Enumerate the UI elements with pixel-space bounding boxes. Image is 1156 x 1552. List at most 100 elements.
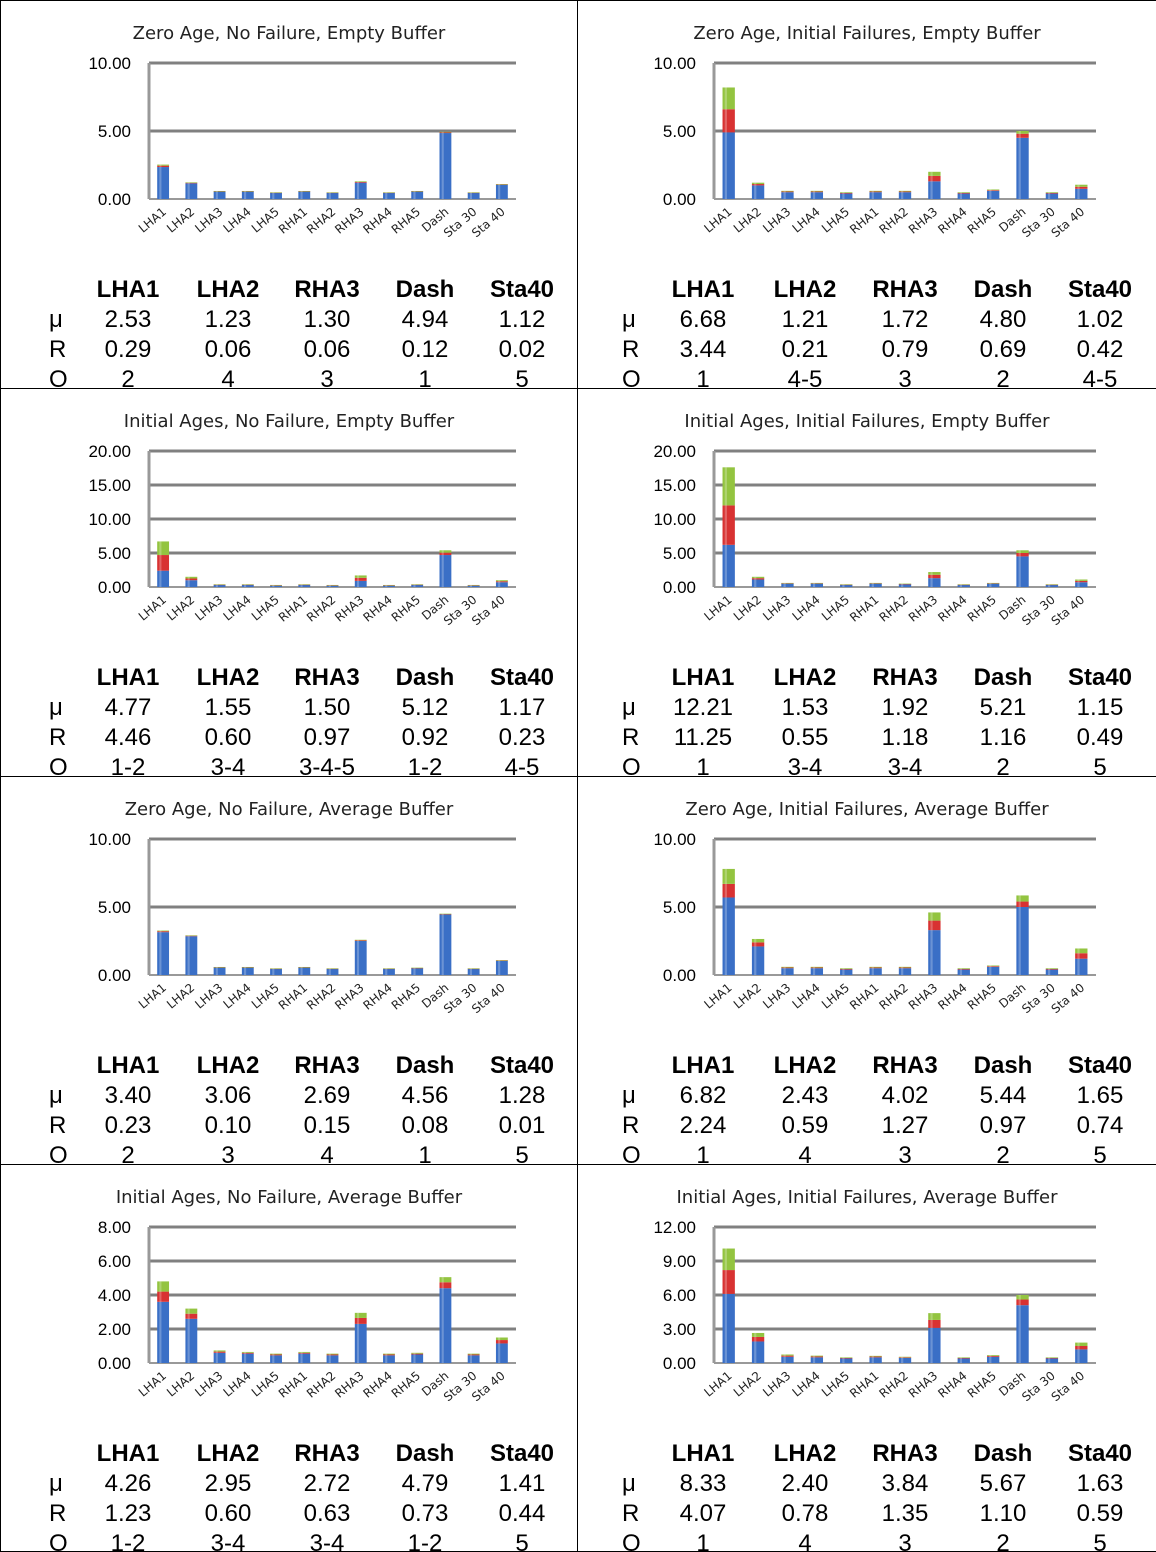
- bar-segment: [213, 967, 226, 975]
- bar-segment: [354, 580, 367, 587]
- bar-segment: [781, 967, 794, 969]
- bar-highlight: [328, 192, 331, 199]
- stats-value: 5.12: [401, 694, 449, 721]
- bar-segment: [326, 968, 339, 969]
- x-tick-label: LHA4: [221, 205, 254, 236]
- bar-segment: [354, 1312, 367, 1318]
- bar-segment: [213, 584, 226, 587]
- stats-row-label: R: [622, 724, 640, 751]
- stats-value: 3-4-5: [298, 754, 356, 777]
- bar-segment: [751, 579, 765, 587]
- bar-highlight: [159, 930, 162, 975]
- bar-segment: [411, 968, 424, 975]
- y-tick-label: 5.00: [98, 544, 131, 563]
- bar-highlight: [272, 968, 275, 975]
- bar-highlight: [159, 1281, 162, 1363]
- stats-row-label: O: [622, 1142, 641, 1165]
- bar-segment: [751, 1341, 765, 1363]
- bar-segment: [810, 192, 824, 199]
- bar-segment: [898, 191, 912, 193]
- x-tick-label: RHA2: [304, 205, 338, 237]
- bar-segment: [354, 577, 367, 581]
- bar-highlight: [244, 966, 247, 975]
- bar-segment: [1075, 1342, 1088, 1346]
- stats-header: Dash: [973, 276, 1033, 303]
- bar-highlight: [959, 192, 963, 199]
- bar-highlight: [754, 576, 757, 587]
- x-tick-label: LHA2: [731, 593, 764, 624]
- stats-value: 1.55: [204, 694, 252, 721]
- stats-value: 0.42: [1076, 336, 1124, 363]
- bar-segment: [383, 192, 395, 194]
- bar-segment: [185, 183, 198, 199]
- x-tick-label: RHA5: [965, 205, 999, 237]
- bar-segment: [840, 1357, 853, 1358]
- stats-value: 1.02: [1076, 306, 1124, 333]
- bar-chart: 0.005.0010.00LHA1LHA2LHA3LHA4LHA5RHA1RHA…: [88, 54, 516, 240]
- stats-row: O 1 4-5 3 2 4-5: [578, 366, 1156, 388]
- bar-segment: [241, 584, 254, 587]
- stats-row: μ 4.77 1.55 1.50 5.12 1.17: [1, 694, 577, 724]
- stats-value: 4.80: [979, 306, 1027, 333]
- chart-title: Zero Age, No Failure, Empty Buffer: [132, 23, 446, 44]
- bar-segment: [439, 550, 452, 553]
- bar-segment: [986, 583, 1000, 584]
- bar-highlight: [754, 182, 757, 199]
- bar-segment: [467, 1353, 480, 1355]
- stats-header: Dash: [395, 1440, 455, 1467]
- x-tick-label: LHA4: [790, 981, 823, 1012]
- stats-header: LHA2: [773, 276, 837, 303]
- bar-highlight: [812, 1355, 816, 1363]
- bar-segment: [810, 1357, 824, 1363]
- stats-row-label: R: [622, 1112, 640, 1139]
- bar-highlight: [413, 967, 416, 975]
- bar-segment: [495, 582, 508, 587]
- stats-header: Sta40: [489, 276, 555, 303]
- stats-value: 1: [696, 1142, 710, 1165]
- y-tick-label: 5.00: [98, 898, 131, 917]
- bar-segment: [898, 1357, 912, 1358]
- stats-row-label: μ: [622, 1470, 636, 1497]
- bar-highlight: [1018, 1295, 1021, 1363]
- stats-row: R 1.23 0.60 0.63 0.73 0.44: [1, 1500, 577, 1530]
- bar-segment: [241, 967, 254, 975]
- bar-segment: [722, 1293, 735, 1363]
- stats-row: R 3.44 0.21 0.79 0.69 0.42: [578, 336, 1156, 366]
- bar-segment: [1016, 550, 1029, 553]
- stats-value: 1.12: [498, 306, 546, 333]
- bar-segment: [439, 1282, 452, 1289]
- bar-highlight: [159, 164, 162, 199]
- x-tick-label: RHA1: [847, 593, 881, 625]
- stats-row-label: R: [622, 336, 640, 363]
- bar-segment: [898, 192, 912, 199]
- bar-highlight: [959, 1357, 963, 1363]
- bar-segment: [185, 578, 198, 581]
- bar-segment: [326, 585, 339, 586]
- y-tick-label: 5.00: [663, 544, 696, 563]
- stats-row: μ 8.33 2.40 3.84 5.67 1.63: [578, 1470, 1156, 1500]
- stats-value: 4.77: [104, 694, 152, 721]
- x-tick-label: RHA1: [276, 1369, 310, 1401]
- stats-value: 3.40: [104, 1082, 152, 1109]
- stats-value: 0.74: [1076, 1112, 1124, 1139]
- bar-segment: [383, 1354, 395, 1356]
- bar-segment: [781, 1355, 794, 1357]
- bar-segment: [270, 1354, 282, 1356]
- bar-segment: [326, 1354, 339, 1356]
- stats-value: 0.06: [303, 336, 351, 363]
- bar-segment: [495, 1343, 508, 1363]
- bar-segment: [467, 192, 480, 193]
- stats-value: 0.01: [498, 1112, 546, 1139]
- stats-value: 2: [996, 754, 1010, 777]
- bar-segment: [241, 1351, 254, 1353]
- bar-highlight: [498, 960, 501, 975]
- bar-highlight: [1018, 895, 1021, 975]
- stats-row: O 1 3-4 3-4 2 5: [578, 754, 1156, 777]
- bar-segment: [840, 968, 853, 970]
- bar-segment: [270, 192, 282, 199]
- bar-segment: [810, 583, 824, 584]
- stats-value: 5: [1093, 1142, 1107, 1165]
- bar-segment: [1016, 1295, 1029, 1300]
- bar-segment: [928, 930, 941, 975]
- bar-segment: [270, 584, 282, 586]
